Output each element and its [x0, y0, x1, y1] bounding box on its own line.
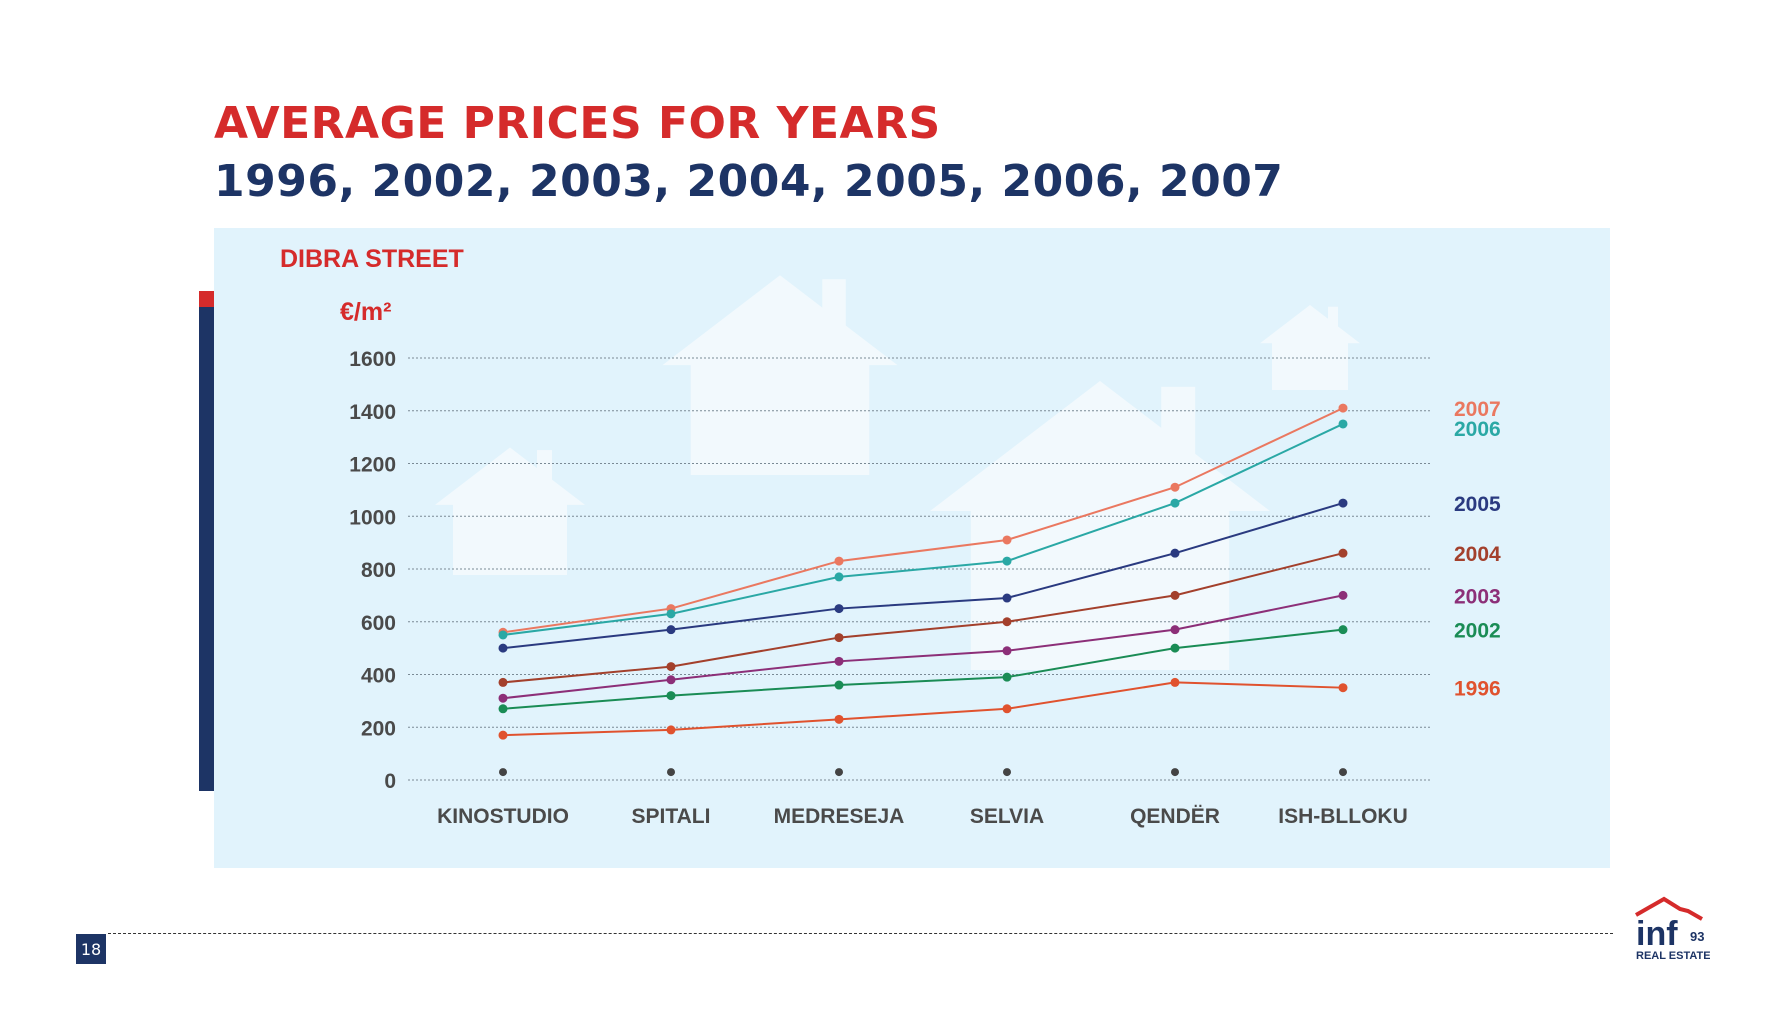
data-point [1338, 683, 1348, 693]
data-point [834, 633, 844, 643]
series-label: 2006 [1454, 418, 1501, 441]
chart-title: DIBRA STREET [280, 245, 464, 273]
data-point [666, 691, 676, 701]
footer-divider [108, 933, 1613, 934]
series-label: 2003 [1454, 585, 1501, 608]
y-tick-label: 0 [384, 770, 396, 793]
data-point [666, 675, 676, 685]
y-tick-label: 1400 [349, 401, 396, 424]
accent-bar-red [199, 291, 214, 307]
series-line-2002 [502, 628, 1344, 710]
y-axis-unit: €/m² [340, 298, 391, 326]
x-tick-label: SELVIA [970, 805, 1044, 828]
data-point [1338, 403, 1348, 413]
series-label: 1996 [1454, 678, 1501, 701]
data-point [1002, 556, 1012, 566]
logo-text: inf [1636, 915, 1678, 953]
data-point [1002, 535, 1012, 545]
y-tick-label: 1000 [349, 506, 396, 529]
grid-lines [408, 357, 1432, 781]
y-tick-labels: 0 200 400 600 800 1000 1200 1400 1600 [349, 348, 396, 793]
y-tick-label: 800 [361, 559, 396, 582]
data-point [834, 604, 844, 614]
x-tick-label: ISH-BLLOKU [1278, 805, 1408, 828]
data-point [498, 630, 508, 640]
x-tick-label: MEDRESEJA [774, 805, 905, 828]
data-point [1002, 704, 1012, 714]
baseline-markers [499, 768, 1347, 777]
logo-tagline: REAL ESTATE [1636, 950, 1710, 962]
y-tick-label: 600 [361, 612, 396, 635]
series-line-2003 [502, 594, 1344, 700]
baseline-marker [1339, 768, 1347, 777]
data-point [498, 693, 508, 703]
page-subtitle: 1996, 2002, 2003, 2004, 2005, 2006, 2007 [214, 156, 1284, 207]
accent-bar-blue [199, 307, 214, 791]
series-label: 2004 [1454, 543, 1501, 566]
company-logo: inf 93 REAL ESTATE [1635, 896, 1710, 962]
data-point [834, 714, 844, 724]
data-point [1002, 617, 1012, 627]
data-point [1002, 672, 1012, 682]
data-point [1338, 625, 1348, 635]
data-point [1002, 646, 1012, 656]
series-lines [498, 403, 1348, 740]
x-tick-label: SPITALI [632, 805, 711, 828]
data-point [1338, 419, 1348, 429]
data-point [1170, 625, 1180, 635]
data-point [834, 656, 844, 666]
data-point [1170, 590, 1180, 600]
series-label: 2007 [1454, 398, 1501, 421]
y-tick-label: 200 [361, 717, 396, 740]
series-label: 2005 [1454, 493, 1501, 516]
page-title: AVERAGE PRICES FOR YEARS [214, 98, 941, 149]
data-point [1170, 677, 1180, 687]
series-line-2006 [502, 423, 1344, 636]
house-roof-logo-icon [1635, 896, 1703, 921]
baseline-marker [667, 768, 675, 777]
series-line-2007 [502, 407, 1344, 634]
background-houses-icon [435, 275, 1360, 670]
data-point [1338, 590, 1348, 600]
data-point [1338, 548, 1348, 558]
x-tick-labels: KINOSTUDIO SPITALI MEDRESEJA SELVIA QENDËR IS… [437, 805, 1408, 828]
data-point [498, 643, 508, 653]
data-point [834, 556, 844, 566]
data-point [666, 662, 676, 672]
data-point [498, 677, 508, 687]
data-point [666, 625, 676, 635]
y-tick-label: 1200 [349, 454, 396, 477]
data-point [666, 725, 676, 735]
x-tick-label: KINOSTUDIO [437, 805, 569, 828]
data-point [1002, 593, 1012, 603]
chart-panel [214, 228, 1610, 868]
data-point [498, 704, 508, 714]
series-line-1996 [502, 681, 1344, 737]
data-point [1170, 548, 1180, 558]
page-number: 18 [76, 934, 106, 964]
data-point [1170, 643, 1180, 653]
data-point [1170, 498, 1180, 508]
data-point [1170, 482, 1180, 492]
series-line-2004 [502, 552, 1344, 684]
data-point [834, 680, 844, 690]
logo-number: 93 [1690, 929, 1704, 944]
y-tick-label: 400 [361, 665, 396, 688]
baseline-marker [1171, 768, 1179, 777]
y-tick-label: 1600 [349, 348, 396, 371]
data-point [666, 609, 676, 619]
data-point [834, 572, 844, 582]
baseline-marker [499, 768, 507, 777]
x-tick-label: QENDËR [1130, 805, 1220, 828]
series-line-2005 [502, 502, 1344, 650]
baseline-marker [1003, 768, 1011, 777]
series-label: 2002 [1454, 620, 1501, 643]
data-point [1338, 498, 1348, 508]
baseline-marker [835, 768, 843, 777]
data-point [498, 730, 508, 740]
